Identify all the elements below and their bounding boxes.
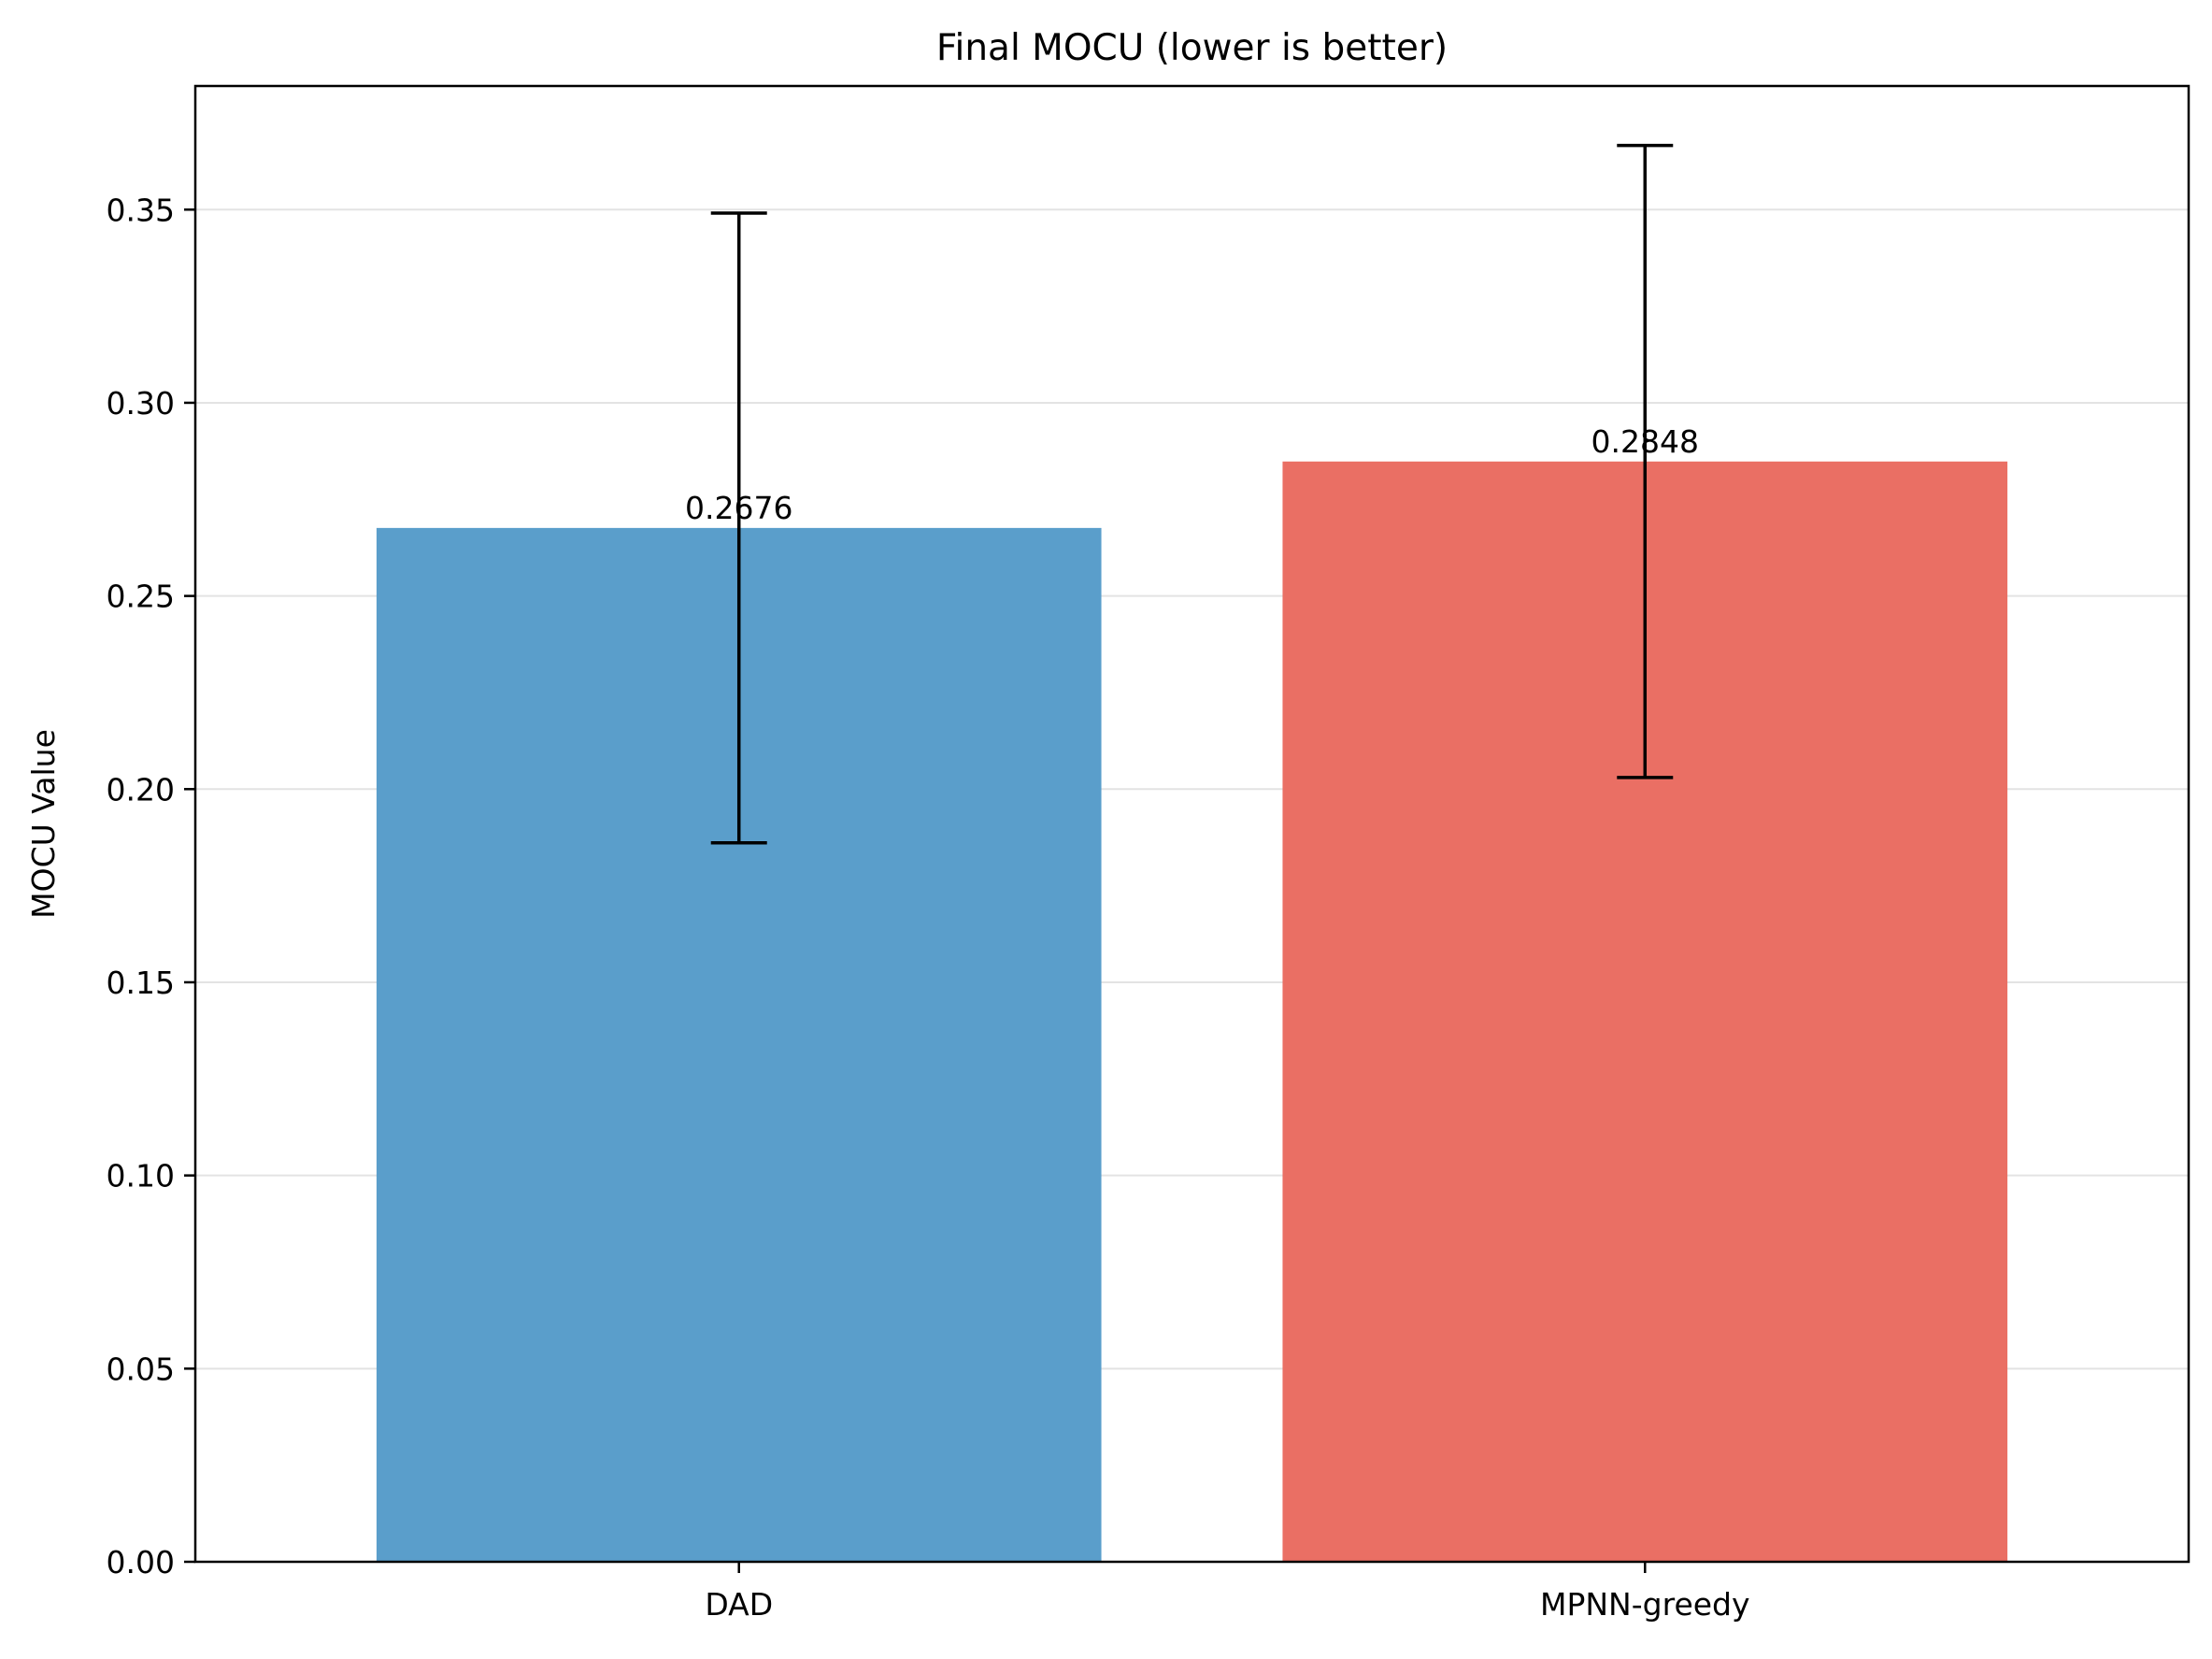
data-labels: 0.2676 0.2848 xyxy=(685,423,1699,526)
y-tick-label: 0.15 xyxy=(107,965,175,1001)
x-tick-label: DAD xyxy=(705,1586,773,1623)
error-bars xyxy=(710,143,1674,845)
y-tick-label: 0.20 xyxy=(107,771,175,808)
y-tick-label: 0.05 xyxy=(107,1351,175,1387)
y-tick-label: 0.35 xyxy=(107,192,175,228)
value-label-dad: 0.2676 xyxy=(685,490,792,526)
y-axis-label: MOCU Value xyxy=(25,729,62,919)
y-tick-label: 0.10 xyxy=(107,1158,175,1194)
y-tick-label: 0.30 xyxy=(107,385,175,422)
x-tick-label: MPNN-greedy xyxy=(1540,1586,1750,1623)
y-tick-label: 0.25 xyxy=(107,579,175,615)
y-axis-ticks: 0.00 0.05 0.10 0.15 0.20 0.25 0.30 0.35 xyxy=(107,192,195,1580)
x-axis-ticks: DAD MPNN-greedy xyxy=(705,1562,1750,1623)
plot-frame xyxy=(193,84,2191,1564)
bars xyxy=(376,461,2008,1562)
chart-title: Final MOCU (lower is better) xyxy=(936,27,1448,69)
y-tick-label: 0.00 xyxy=(107,1544,175,1580)
value-label-mpnn-greedy: 0.2848 xyxy=(1591,423,1699,460)
